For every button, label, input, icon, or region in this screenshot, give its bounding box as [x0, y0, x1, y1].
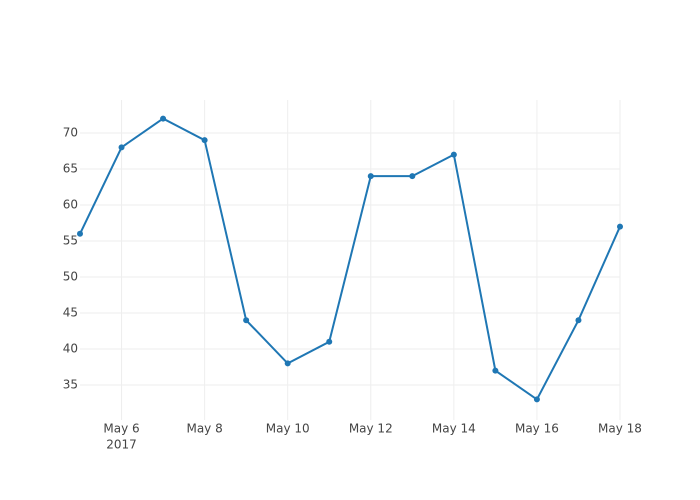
- marker: [367, 173, 374, 180]
- marker: [409, 173, 416, 180]
- plot-layer: [77, 115, 623, 403]
- x-tick-label: May 8: [186, 422, 222, 436]
- marker: [533, 396, 540, 403]
- y-tick-label: 70: [63, 125, 78, 139]
- marker: [243, 317, 250, 324]
- x-tick-label: May 16: [515, 422, 559, 436]
- x-tick-label: May 12: [349, 422, 393, 436]
- x-tick-label: May 14: [432, 422, 476, 436]
- x-tick-label: May 6: [103, 422, 139, 436]
- y-tick-label: 65: [63, 161, 78, 175]
- x-tick-label: May 10: [266, 422, 310, 436]
- y-tick-label: 40: [63, 342, 78, 356]
- marker: [118, 144, 125, 151]
- marker: [201, 137, 208, 144]
- y-tick-label: 45: [63, 305, 78, 319]
- marker: [492, 367, 499, 374]
- y-tick-label: 50: [63, 269, 78, 283]
- y-tick-label: 55: [63, 233, 78, 247]
- line: [79, 117, 621, 401]
- marker: [160, 115, 167, 122]
- grid-layer: [80, 100, 621, 420]
- marker: [326, 338, 333, 345]
- x-year-label: 2017: [106, 438, 137, 452]
- marker: [77, 230, 83, 237]
- y-tick-label: 60: [63, 197, 78, 211]
- y-tick-label: 35: [63, 378, 78, 392]
- marker: [617, 223, 623, 230]
- marker: [450, 151, 457, 158]
- marker: [575, 317, 582, 324]
- marker: [284, 360, 291, 367]
- x-tick-label: May 18: [598, 422, 642, 436]
